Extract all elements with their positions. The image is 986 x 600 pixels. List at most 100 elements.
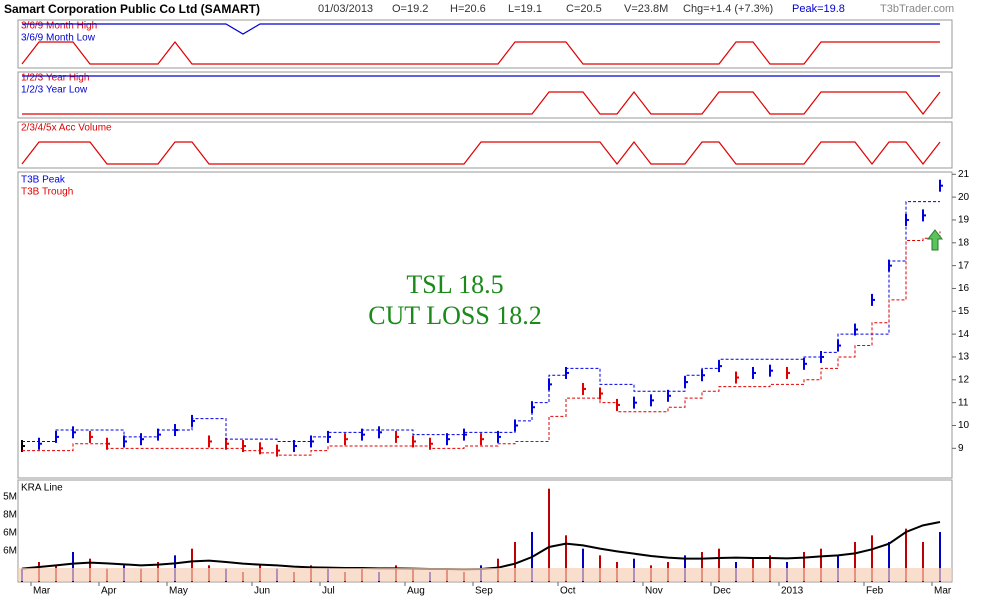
price-bar bbox=[803, 357, 807, 370]
step-line bbox=[22, 231, 941, 456]
price-bar bbox=[922, 209, 926, 222]
y-tick-label: 20 bbox=[958, 192, 970, 203]
volume-bar bbox=[803, 552, 805, 582]
close: C=20.5 bbox=[566, 3, 602, 15]
volume-bar bbox=[548, 488, 550, 582]
price-bar bbox=[480, 433, 484, 446]
price-bar bbox=[208, 435, 212, 448]
price-bar bbox=[667, 389, 671, 402]
volume-bar bbox=[582, 548, 584, 582]
panel-frame bbox=[17, 19, 953, 69]
annotation: TSL 18.5 bbox=[406, 270, 503, 299]
x-tick-label: Mar bbox=[934, 586, 952, 597]
y-tick-label: 17 bbox=[958, 260, 970, 271]
price-bar bbox=[242, 440, 246, 453]
x-tick-label: Sep bbox=[475, 586, 493, 597]
x-tick-label: Aug bbox=[407, 586, 425, 597]
legend-label: 1/2/3 Year Low bbox=[21, 85, 88, 96]
title: Samart Corporation Public Co Ltd (SAMART… bbox=[4, 2, 260, 16]
arrow bbox=[926, 229, 944, 251]
price-bar bbox=[633, 396, 637, 409]
change: Chg=+1.4 (+7.3%) bbox=[683, 3, 774, 15]
header: Samart Corporation Public Co Ltd (SAMART… bbox=[0, 0, 986, 18]
legend-label: 3/6/9 Month Low bbox=[21, 33, 96, 44]
volume-bar bbox=[939, 532, 941, 582]
price-bar bbox=[599, 387, 603, 400]
signal-line bbox=[21, 41, 940, 65]
price-bar bbox=[38, 437, 42, 450]
annotation: CUT LOSS 18.2 bbox=[368, 301, 542, 330]
low: L=19.1 bbox=[508, 3, 542, 15]
volume-bar bbox=[905, 528, 907, 582]
x-tick-label: May bbox=[169, 586, 188, 597]
legend-label: KRA Line bbox=[21, 483, 63, 494]
legend-label: 3/6/9 Month High bbox=[21, 21, 97, 32]
volume-bar bbox=[701, 552, 703, 582]
price-bar bbox=[412, 435, 416, 448]
price-bar bbox=[871, 293, 875, 306]
y-tick-label: 16 bbox=[958, 283, 970, 294]
legend-label: 2/3/4/5x Acc Volume bbox=[21, 123, 112, 134]
x-tick-label: Nov bbox=[645, 586, 663, 597]
legend-label: 1/2/3 Year High bbox=[21, 73, 89, 84]
volume-bar bbox=[871, 535, 873, 582]
volume-bar bbox=[72, 552, 74, 582]
panel-frame bbox=[17, 171, 953, 479]
price-bar bbox=[123, 435, 127, 448]
site: T3bTrader.com bbox=[880, 3, 955, 15]
volume-bar bbox=[191, 548, 193, 582]
y-tick-label: 11 bbox=[958, 397, 969, 408]
signal-line bbox=[21, 141, 941, 165]
price-bar bbox=[939, 179, 943, 192]
price-bar bbox=[395, 430, 399, 443]
y-tick-label: 12 bbox=[958, 374, 970, 385]
high: H=20.6 bbox=[450, 3, 486, 15]
volume-bar bbox=[718, 548, 720, 582]
panel-frame bbox=[17, 71, 953, 119]
y-tick-label: 6M bbox=[3, 528, 17, 539]
price-bar bbox=[72, 426, 76, 439]
y-tick-label: 18 bbox=[958, 237, 970, 248]
price-bar bbox=[786, 366, 790, 379]
price-bar bbox=[769, 364, 773, 377]
y-tick-label: 15 bbox=[958, 306, 970, 317]
panel-frame bbox=[17, 121, 953, 169]
price-bar bbox=[752, 366, 756, 379]
y-tick-label: 21 bbox=[958, 169, 970, 180]
volume-bar bbox=[854, 542, 856, 582]
y-tick-label: 6M bbox=[3, 546, 17, 557]
signal-line bbox=[22, 23, 940, 35]
price-bar bbox=[293, 440, 297, 453]
y-tick-label: 14 bbox=[958, 329, 970, 340]
x-tick-label: Jul bbox=[322, 586, 335, 597]
x-tick-label: 2013 bbox=[781, 586, 804, 597]
peak: Peak=19.8 bbox=[792, 3, 845, 15]
price-bar bbox=[735, 371, 739, 384]
volume-bar bbox=[565, 535, 567, 582]
y-tick-label: 13 bbox=[958, 352, 970, 363]
price-bar bbox=[854, 323, 858, 336]
x-tick-label: Dec bbox=[713, 586, 731, 597]
y-tick-label: 10 bbox=[958, 420, 970, 431]
price-bar bbox=[327, 430, 331, 443]
price-bar bbox=[89, 430, 93, 443]
price-bar bbox=[446, 433, 450, 446]
volume-bar bbox=[820, 548, 822, 582]
panel-frame bbox=[17, 479, 953, 583]
x-tick-label: Feb bbox=[866, 586, 884, 597]
volume-bar bbox=[888, 542, 890, 582]
price-bar bbox=[497, 430, 501, 443]
volume-bar bbox=[514, 542, 516, 582]
axis-band bbox=[18, 568, 952, 581]
legend-label: T3B Trough bbox=[21, 187, 73, 198]
price-bar bbox=[582, 382, 586, 395]
date: 01/03/2013 bbox=[318, 3, 374, 15]
open: O=19.2 bbox=[392, 3, 429, 15]
y-tick-label: 9 bbox=[958, 443, 964, 454]
y-tick-label: 5M bbox=[3, 492, 17, 503]
volume-bar bbox=[922, 542, 924, 582]
x-tick-label: Oct bbox=[560, 586, 576, 597]
x-tick-label: Mar bbox=[33, 586, 51, 597]
